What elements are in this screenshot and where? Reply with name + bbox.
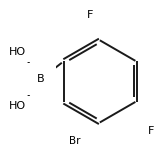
Text: F: F <box>87 11 94 20</box>
Text: F: F <box>148 126 154 136</box>
Text: HO: HO <box>9 47 26 57</box>
Text: B: B <box>37 74 45 84</box>
Text: HO: HO <box>9 101 26 111</box>
Text: Br: Br <box>69 136 81 146</box>
